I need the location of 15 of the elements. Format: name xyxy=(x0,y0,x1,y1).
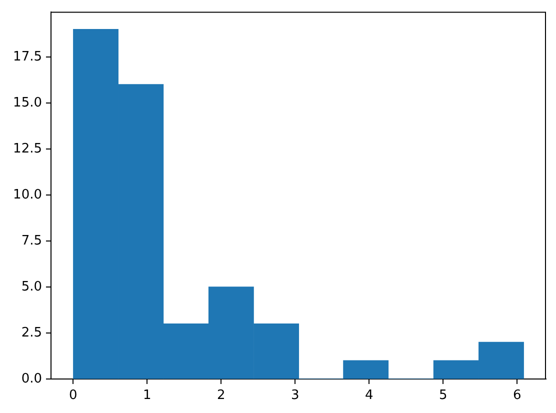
x-tick-label: 0 xyxy=(69,388,78,404)
x-tick-label: 3 xyxy=(291,388,300,404)
y-tick-label: 7.5 xyxy=(21,233,42,248)
x-tick-label: 5 xyxy=(439,388,448,404)
x-tick-label: 1 xyxy=(143,388,152,404)
y-tick-label: 0.0 xyxy=(21,371,42,386)
y-tick-label: 12.5 xyxy=(13,141,42,156)
x-tick-label: 4 xyxy=(365,388,374,404)
x-tick-label: 6 xyxy=(513,388,522,404)
y-tick-label: 15.0 xyxy=(13,95,42,110)
y-tick-label: 5.0 xyxy=(21,279,42,294)
y-tick-label: 17.5 xyxy=(13,49,42,64)
y-tick-label: 10.0 xyxy=(13,187,42,202)
x-tick-label: 2 xyxy=(217,388,226,404)
y-tick-label: 2.5 xyxy=(21,325,42,340)
